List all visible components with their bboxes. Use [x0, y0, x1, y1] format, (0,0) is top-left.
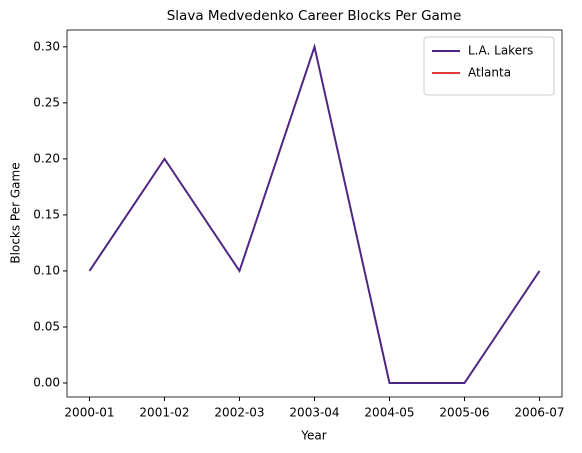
- x-tick-label: 2001-02: [139, 406, 189, 420]
- x-tick-label: 2004-05: [364, 406, 414, 420]
- y-tick-label: 0.20: [33, 151, 60, 165]
- y-tick-label: 0.25: [33, 95, 60, 109]
- legend-label: L.A. Lakers: [468, 44, 533, 58]
- series-line: [88, 43, 541, 384]
- axes-frame: [66, 29, 563, 398]
- y-tick-label: 0.00: [33, 375, 60, 389]
- y-tick-label: 0.05: [33, 319, 60, 333]
- y-tick-label: 0.10: [33, 263, 60, 277]
- x-tick-label: 2002-03: [214, 406, 264, 420]
- chart-title: Slava Medvedenko Career Blocks Per Game: [167, 8, 462, 24]
- y-axis-label: Blocks Per Game: [9, 162, 23, 263]
- x-tick-label: 2003-04: [289, 406, 339, 420]
- legend-label: Atlanta: [468, 66, 511, 80]
- x-tick-label: 2000-01: [64, 406, 114, 420]
- y-tick-label: 0.30: [33, 39, 60, 53]
- x-tick-label: 2006-07: [514, 406, 564, 420]
- x-axis-label: Year: [300, 429, 326, 443]
- y-tick-label: 0.15: [33, 207, 60, 221]
- x-tick-label: 2005-06: [439, 406, 489, 420]
